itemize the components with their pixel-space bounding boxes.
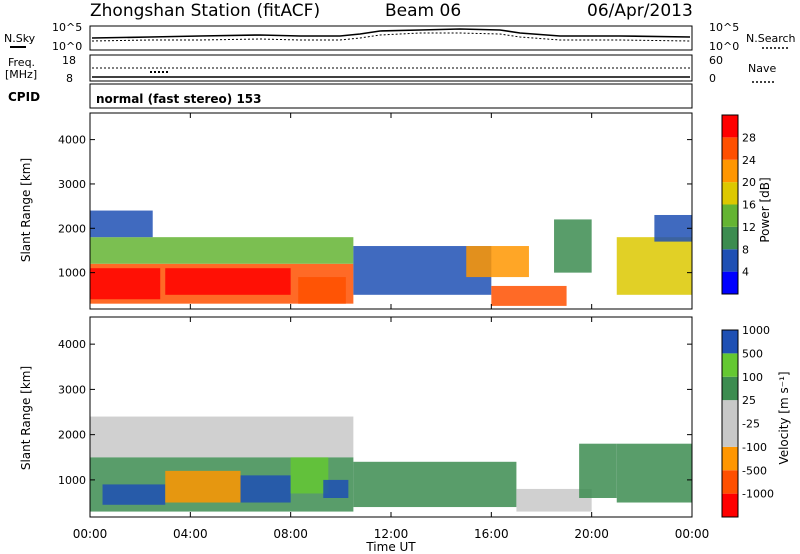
time-tick-label-0: 00:00 xyxy=(73,527,108,541)
velocity-colorbar-swatch-1 xyxy=(722,470,738,494)
nave-tick-bottom: 0 xyxy=(709,72,716,85)
date-label: 06/Apr/2013 xyxy=(587,1,693,21)
power-colorbar-frame xyxy=(721,114,739,295)
power-band-1 xyxy=(90,268,161,300)
velocity-colorbar-swatch-7 xyxy=(722,330,738,354)
power-band-3 xyxy=(298,277,346,304)
power-band-7 xyxy=(466,246,529,278)
velocity-colorbar-swatch-6 xyxy=(722,353,738,377)
power-ytick-label-2: 3000 xyxy=(58,178,86,191)
cpid-text: normal (fast stereo) 153 xyxy=(96,92,262,106)
power-colorbar-tick-5: 24 xyxy=(742,154,756,167)
power-colorbar-tick-2: 12 xyxy=(742,221,756,234)
nsky-tick-bottom: 10^0 xyxy=(52,40,82,53)
power-colorbar-swatch-5 xyxy=(722,159,738,183)
power-ytick-label-3: 4000 xyxy=(58,134,86,147)
time-tick-label-4: 16:00 xyxy=(474,527,509,541)
power-colorbar-tick-4: 20 xyxy=(742,176,756,189)
power-band-4 xyxy=(90,237,354,264)
nsearch-tick-bottom: 10^0 xyxy=(709,40,739,53)
nave-label: Nave xyxy=(748,62,776,75)
velocity-colorbar-tick-6: 500 xyxy=(742,347,763,360)
power-colorbar-label: Power [dB] xyxy=(758,177,772,242)
power-colorbar-swatch-7 xyxy=(722,115,738,138)
velocity-band-2 xyxy=(165,470,241,503)
cpid-label: CPID xyxy=(8,90,40,104)
time-tick-label-6: 00:00 xyxy=(675,527,710,541)
heatmap-panels: 1000 2000 3000 4000 4 8 12 16 20 24 28 1000 2000 3000… xyxy=(58,112,774,541)
velocity-colorbar-swatch-3 xyxy=(722,423,738,447)
freq-tick-bottom: 8 xyxy=(66,72,73,85)
beam-label: Beam 06 xyxy=(385,1,461,21)
nsky-trace xyxy=(91,28,691,39)
power-colorbar-tick-6: 28 xyxy=(742,131,756,144)
velocity-ytick-label-3: 4000 xyxy=(58,338,86,351)
freq-label: Freq. xyxy=(8,56,35,69)
velocity-colorbar-label: Velocity [m s⁻¹] xyxy=(777,371,791,464)
station-title: Zhongshan Station (fitACF) xyxy=(90,1,320,21)
power-ylabel: Slant Range [km] xyxy=(19,158,33,262)
power-colorbar-tick-3: 16 xyxy=(742,199,756,212)
power-colorbar-swatch-6 xyxy=(722,137,738,160)
freq-panel xyxy=(89,54,693,82)
velocity-colorbar-tick-5: 100 xyxy=(742,371,763,384)
nsearch-trace xyxy=(91,32,691,42)
velocity-colorbar-tick-7: 1000 xyxy=(742,324,770,337)
freq-unit: [MHz] xyxy=(5,68,37,81)
velocity-band-1 xyxy=(102,484,166,505)
power-ytick-label-1: 2000 xyxy=(58,222,86,235)
velocity-band-8 xyxy=(516,488,592,512)
velocity-colorbar-frame xyxy=(721,329,739,518)
nsearch-tick-top: 10^5 xyxy=(709,21,739,34)
nave-tick-top: 60 xyxy=(709,54,723,67)
time-tick-label-3: 12:00 xyxy=(374,527,409,541)
velocity-band-10 xyxy=(616,443,692,503)
velocity-band-6 xyxy=(90,416,354,458)
velocity-band-4 xyxy=(290,457,329,494)
velocity-ytick-label-2: 3000 xyxy=(58,383,86,396)
velocity-colorbar-tick-4: 25 xyxy=(742,394,756,407)
nsky-panel xyxy=(89,25,693,51)
velocity-colorbar-swatch-0 xyxy=(722,493,738,517)
velocity-ytick-label-1: 2000 xyxy=(58,429,86,442)
power-band-11 xyxy=(654,214,692,242)
time-tick-label-5: 20:00 xyxy=(574,527,609,541)
velocity-colorbar-tick-0: -1000 xyxy=(742,488,774,501)
nsky-label: N.Sky xyxy=(4,32,36,45)
velocity-colorbar-tick-3: -25 xyxy=(742,418,760,431)
velocity-colorbar-swatch-4 xyxy=(722,400,738,424)
power-colorbar-tick-1: 8 xyxy=(742,243,749,256)
velocity-colorbar-tick-2: -100 xyxy=(742,441,767,454)
power-band-2 xyxy=(165,268,291,295)
power-colorbar-swatch-1 xyxy=(722,249,738,272)
time-tick-label-1: 04:00 xyxy=(173,527,208,541)
velocity-colorbar-swatch-2 xyxy=(722,446,738,471)
power-colorbar-swatch-0 xyxy=(722,271,738,294)
velocity-band-5 xyxy=(323,479,349,498)
power-colorbar-swatch-4 xyxy=(722,182,738,205)
power-ytick-label-0: 1000 xyxy=(58,267,86,280)
freq-tick-top: 18 xyxy=(62,54,76,67)
power-colorbar-tick-0: 4 xyxy=(742,266,749,279)
velocity-ytick-label-0: 1000 xyxy=(58,474,86,487)
time-tick-label-2: 08:00 xyxy=(273,527,308,541)
velocity-colorbar-tick-1: -500 xyxy=(742,464,767,477)
velocity-band-7 xyxy=(353,461,517,508)
power-band-9 xyxy=(554,219,592,273)
velocity-band-9 xyxy=(579,443,617,498)
velocity-colorbar-swatch-5 xyxy=(722,376,738,401)
velocity-ylabel: Slant Range [km] xyxy=(19,366,33,470)
power-colorbar-swatch-2 xyxy=(722,226,738,250)
power-band-10 xyxy=(616,237,692,295)
velocity-band-3 xyxy=(240,475,291,503)
nsearch-label: N.Search xyxy=(746,32,796,45)
power-colorbar-swatch-3 xyxy=(722,204,738,227)
power-band-8 xyxy=(491,285,567,306)
nsky-tick-top: 10^5 xyxy=(52,21,82,34)
power-band-5 xyxy=(90,210,153,238)
cpid-panel xyxy=(89,83,693,109)
time-axis-label: Time UT xyxy=(365,540,416,554)
